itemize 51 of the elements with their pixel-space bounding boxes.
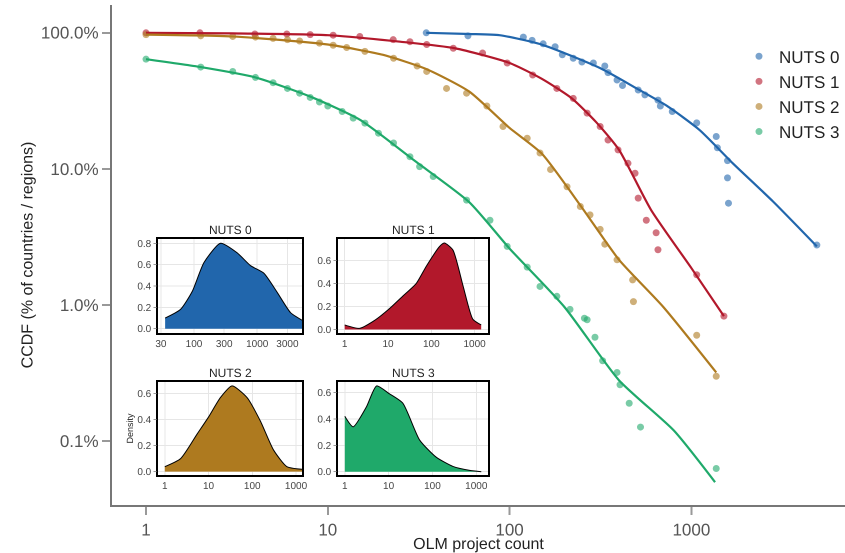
y-tick-label: 0.4 (137, 282, 152, 292)
x-tick-label: 3000 (276, 338, 299, 350)
x-tick-label: 100 (186, 338, 203, 350)
y-tick-label: 0.6 (317, 388, 332, 400)
y-axis-title: Density (125, 413, 136, 444)
y-tick-label: 0.0 (137, 467, 152, 478)
chart-title: NUTS 1 (392, 223, 435, 237)
x-tick-label: 100 (424, 480, 442, 492)
x-tick-label: 1000 (284, 480, 308, 492)
x-tick-label: 1000 (463, 338, 486, 350)
y-tick-label: 10.0% (50, 160, 99, 179)
y-tick-label: 0.0 (137, 324, 152, 336)
x-tick-label: 100 (422, 338, 440, 350)
x-tick-label: 10 (383, 480, 395, 492)
y-tick-label: 0.4 (317, 414, 332, 426)
y-tick-label: 100.0% (40, 24, 99, 43)
y-tick-label: 0.1% (60, 432, 99, 452)
x-tick-label: 10 (202, 480, 215, 492)
y-tick-label: 0.8 (137, 238, 152, 250)
y-tick-label: 0.0 (317, 467, 332, 478)
x-tick-label: 1000 (465, 480, 488, 492)
y-tick-label: 0.2 (137, 302, 152, 314)
legend-label: NUTS 3 (779, 123, 840, 142)
x-tick-label: 100 (244, 480, 262, 492)
x-tick-label: 10 (318, 520, 338, 540)
y-tick-label: 0.2 (137, 441, 152, 452)
y-tick-label: 0.4 (137, 415, 152, 426)
x-tick-label: 1 (342, 480, 348, 492)
y-tick-label: 0.2 (317, 302, 332, 313)
x-tick-label: 10 (382, 338, 394, 350)
y-tick-label: 0.4 (317, 278, 332, 290)
x-tick-label: 1 (141, 520, 151, 540)
y-tick-label: 0.6 (317, 256, 332, 267)
chart-title: NUTS 0 (209, 223, 252, 237)
y-tick-label: 1.0% (60, 296, 99, 316)
x-tick-label: 1 (342, 338, 348, 350)
y-tick-label: 0.2 (317, 440, 332, 452)
y-tick-label: 0.6 (137, 260, 152, 272)
chart-title: NUTS 3 (392, 366, 435, 380)
y-axis-title: CCDF (% of countries / regions) (19, 142, 36, 368)
legend-label: NUTS 0 (779, 48, 840, 67)
x-tick-label: 30 (155, 338, 167, 350)
y-tick-label: 0.0 (317, 325, 332, 336)
x-tick-label: 1000 (672, 520, 710, 540)
y-tick-label: 0.6 (137, 389, 152, 400)
x-tick-label: 300 (216, 338, 233, 350)
chart-title: NUTS 2 (209, 366, 252, 380)
legend-label: NUTS 2 (779, 98, 840, 118)
x-tick-label: 1 (162, 480, 168, 492)
x-tick-label: 1000 (246, 338, 269, 350)
legend-label: NUTS 1 (779, 72, 840, 92)
